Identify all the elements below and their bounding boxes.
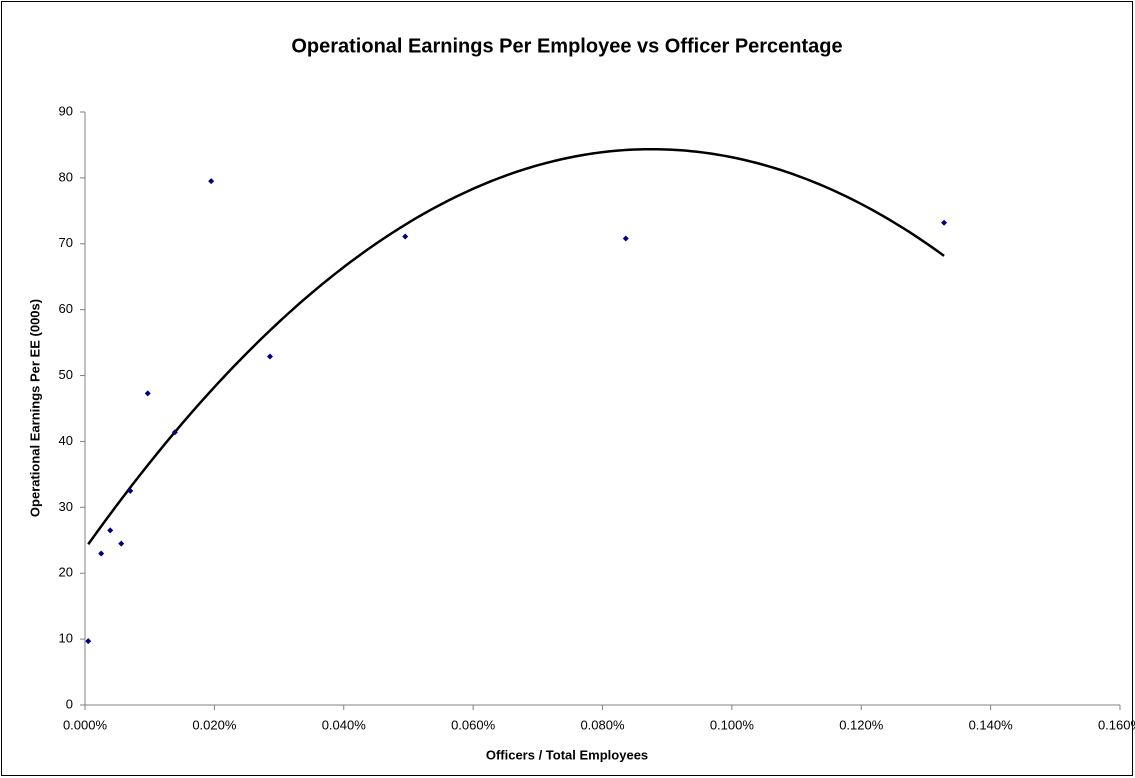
point — [144, 390, 151, 397]
point — [85, 638, 92, 645]
x-tick-label: 0.160% — [1098, 717, 1135, 732]
y-tick-label: 90 — [59, 103, 73, 118]
chart-title: Operational Earnings Per Employee vs Off… — [291, 35, 842, 57]
y-tick-label: 70 — [59, 235, 73, 250]
y-tick-label: 80 — [59, 169, 73, 184]
y-tick-label: 30 — [59, 499, 73, 514]
x-axis-title: Officers / Total Employees — [486, 747, 648, 762]
point — [622, 235, 629, 242]
y-axis-title: Operational Earnings Per EE (000s) — [27, 299, 42, 517]
x-tick-label: 0.100% — [710, 717, 755, 732]
point — [208, 178, 215, 185]
point — [941, 219, 948, 226]
x-tick-label: 0.040% — [322, 717, 367, 732]
point — [402, 233, 409, 240]
point — [118, 540, 125, 547]
x-tick-label: 0.120% — [839, 717, 884, 732]
point — [107, 527, 114, 534]
point — [171, 429, 178, 436]
y-tick-label: 20 — [59, 565, 73, 580]
trendline — [87, 147, 945, 546]
y-tick-label: 0 — [66, 696, 73, 711]
y-tick-label: 50 — [59, 367, 73, 382]
x-tick-label: 0.020% — [192, 717, 237, 732]
y-tick-label: 40 — [59, 433, 73, 448]
x-tick-label: 0.140% — [969, 717, 1014, 732]
y-tick-label: 10 — [59, 631, 73, 646]
point — [267, 353, 274, 360]
point — [98, 550, 105, 557]
x-tick-label: 0.080% — [580, 717, 625, 732]
y-tick-label: 60 — [59, 301, 73, 316]
x-tick-label: 0.000% — [63, 717, 108, 732]
point — [127, 487, 134, 494]
x-tick-label: 0.060% — [451, 717, 496, 732]
